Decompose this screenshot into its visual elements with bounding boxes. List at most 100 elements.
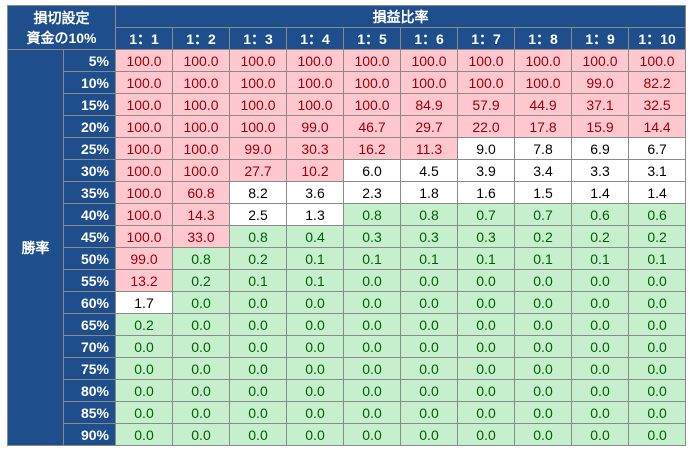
- table-cell: 37.1: [571, 93, 629, 116]
- column-header: 1：6: [400, 27, 458, 50]
- table-cell: 0.0: [172, 379, 230, 402]
- table-cell: 57.9: [457, 93, 515, 116]
- table-cell: 0.0: [286, 423, 344, 446]
- table-cell: 100.0: [229, 93, 287, 116]
- table-cell: 100.0: [400, 71, 458, 94]
- table-cell: 3.9: [457, 159, 515, 182]
- table-cell: 100.0: [172, 115, 230, 138]
- row-header: 5%: [63, 49, 116, 72]
- table-cell: 0.0: [229, 335, 287, 358]
- table-cell: 100.0: [457, 71, 515, 94]
- table-cell: 0.0: [115, 379, 173, 402]
- table-row: 75% 0.0 0.0 0.0 0.0 0.0 0.0 0.0 0.0 0.0 0.0: [8, 357, 687, 380]
- table-cell: 30.3: [286, 137, 344, 160]
- table-cell: 100.0: [286, 93, 344, 116]
- table-cell: 0.0: [571, 313, 629, 336]
- table-row: 勝率 5% 100.0 100.0 100.0 100.0 100.0 100.0 100.0 1…: [7, 49, 687, 446]
- table-cell: 0.0: [514, 291, 572, 314]
- table-cell: 0.0: [571, 269, 629, 292]
- table-cell: 100.0: [286, 71, 344, 94]
- table-cell: 0.0: [343, 379, 401, 402]
- table-cell: 0.8: [343, 203, 401, 226]
- table-row: 25% 100.0 100.0 99.0 30.3 16.2 11.3 9.0 7.8 6.9 6.…: [8, 137, 687, 160]
- table-cell: 0.2: [627, 225, 687, 248]
- table-cell: 100.0: [229, 71, 287, 94]
- table-cell: 0.0: [400, 335, 458, 358]
- table-row: 50% 99.0 0.8 0.2 0.1 0.1 0.1 0.1 0.1 0.1 0.1: [8, 247, 687, 270]
- row-header: 85%: [63, 401, 116, 424]
- table-cell: 0.0: [172, 401, 230, 424]
- table-cell: 0.0: [627, 379, 687, 402]
- table-cell: 1.4: [571, 181, 629, 204]
- column-header: 1：1: [115, 27, 173, 50]
- table-cell: 0.0: [514, 423, 572, 446]
- table-cell: 0.0: [627, 357, 687, 380]
- table-cell: 0.0: [172, 423, 230, 446]
- table-cell: 100.0: [571, 49, 629, 72]
- row-header: 25%: [63, 137, 116, 160]
- column-header: 1：2: [172, 27, 230, 50]
- table-cell: 100.0: [172, 71, 230, 94]
- table-cell: 100.0: [514, 71, 572, 94]
- table-cell: 0.0: [343, 401, 401, 424]
- table-cell: 0.0: [400, 357, 458, 380]
- row-header: 45%: [63, 225, 116, 248]
- table-cell: 0.1: [343, 247, 401, 270]
- table-cell: 100.0: [627, 49, 687, 72]
- table-cell: 0.0: [571, 401, 629, 424]
- table-cell: 0.0: [343, 357, 401, 380]
- table-cell: 3.1: [627, 159, 687, 182]
- table-cell: 32.5: [627, 93, 687, 116]
- table-cell: 0.0: [457, 269, 515, 292]
- table-cell: 99.0: [115, 247, 173, 270]
- table-cell: 0.0: [229, 401, 287, 424]
- table-cell: 0.2: [115, 313, 173, 336]
- table-cell: 1.4: [627, 181, 687, 204]
- row-header: 10%: [63, 71, 116, 94]
- table-cell: 0.7: [514, 203, 572, 226]
- table-cell: 0.2: [172, 269, 230, 292]
- table-cell: 6.0: [343, 159, 401, 182]
- table-cell: 2.3: [343, 181, 401, 204]
- table-cell: 100.0: [229, 115, 287, 138]
- table-row: 60% 1.7 0.0 0.0 0.0 0.0 0.0 0.0 0.0 0.0 0.0: [8, 291, 687, 314]
- table-cell: 0.1: [229, 269, 287, 292]
- corner-header: 損切設定 資金の10%: [7, 5, 116, 50]
- table-cell: 1.6: [457, 181, 515, 204]
- table-cell: 0.2: [229, 247, 287, 270]
- table-cell: 100.0: [514, 49, 572, 72]
- table-cell: 0.0: [229, 423, 287, 446]
- table-cell: 0.0: [514, 313, 572, 336]
- table-cell: 0.0: [286, 313, 344, 336]
- table-cell: 0.0: [514, 269, 572, 292]
- table-cell: 0.0: [514, 335, 572, 358]
- table-cell: 46.7: [343, 115, 401, 138]
- table-cell: 0.1: [400, 247, 458, 270]
- table-cell: 0.0: [286, 379, 344, 402]
- table-cell: 0.2: [514, 225, 572, 248]
- table-cell: 82.2: [627, 71, 687, 94]
- table-cell: 1.7: [115, 291, 173, 314]
- table-cell: 0.0: [229, 379, 287, 402]
- table-cell: 0.0: [400, 291, 458, 314]
- table-cell: 16.2: [343, 137, 401, 160]
- table-cell: 27.7: [229, 159, 287, 182]
- table-row: 70% 0.0 0.0 0.0 0.0 0.0 0.0 0.0 0.0 0.0 0.0: [8, 335, 687, 358]
- table-cell: 100.0: [115, 71, 173, 94]
- table-cell: 100.0: [286, 49, 344, 72]
- column-header: 1：7: [457, 27, 515, 50]
- table-body: 勝率 5% 100.0 100.0 100.0 100.0 100.0 100.0 100.0 1…: [7, 49, 687, 446]
- table-cell: 8.2: [229, 181, 287, 204]
- table-cell: 0.0: [172, 335, 230, 358]
- table-cell: 15.9: [571, 115, 629, 138]
- row-header: 55%: [63, 269, 116, 292]
- table-cell: 11.3: [400, 137, 458, 160]
- table-cell: 84.9: [400, 93, 458, 116]
- table-cell: 0.3: [343, 225, 401, 248]
- table-cell: 0.1: [286, 247, 344, 270]
- table-cell: 0.0: [457, 357, 515, 380]
- table-cell: 0.0: [627, 401, 687, 424]
- row-header: 50%: [63, 247, 116, 270]
- table-cell: 17.8: [514, 115, 572, 138]
- table-cell: 0.0: [172, 291, 230, 314]
